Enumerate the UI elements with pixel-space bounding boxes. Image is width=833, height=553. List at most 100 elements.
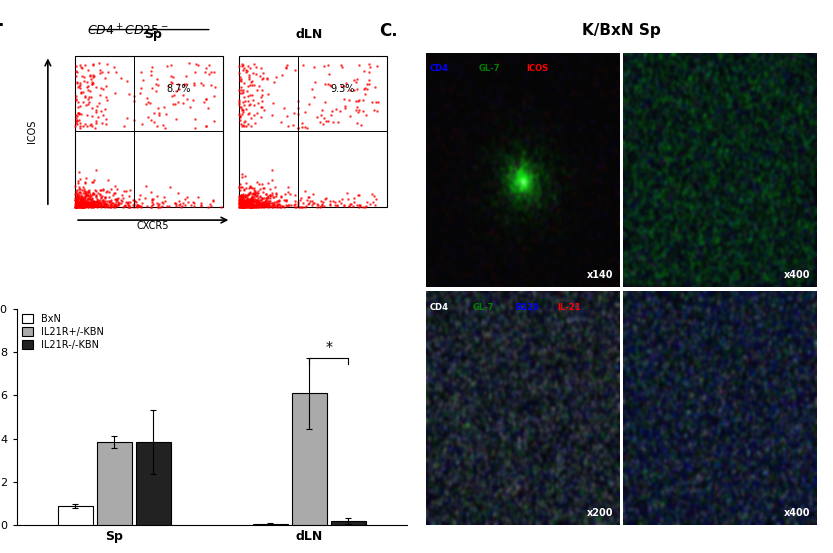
Point bbox=[246, 200, 259, 208]
Point bbox=[245, 197, 258, 206]
Point bbox=[78, 189, 92, 197]
Point bbox=[239, 201, 252, 210]
Point bbox=[244, 202, 257, 211]
Point bbox=[77, 195, 91, 204]
Point bbox=[362, 80, 376, 88]
Point bbox=[253, 192, 267, 201]
Point bbox=[87, 202, 100, 211]
Point bbox=[345, 200, 358, 209]
Point bbox=[237, 61, 250, 70]
Point bbox=[327, 117, 340, 126]
Point bbox=[107, 62, 121, 71]
Point bbox=[72, 192, 85, 201]
Point bbox=[241, 197, 254, 206]
Point bbox=[247, 197, 261, 206]
Point bbox=[310, 112, 323, 121]
Point bbox=[248, 202, 262, 211]
Point bbox=[296, 202, 309, 211]
Point bbox=[252, 202, 265, 211]
Point bbox=[241, 200, 254, 208]
Point bbox=[86, 189, 99, 198]
Point bbox=[76, 189, 89, 197]
Point bbox=[307, 62, 320, 71]
Point bbox=[69, 193, 82, 202]
Point bbox=[256, 194, 269, 202]
Point bbox=[249, 202, 262, 211]
Point bbox=[351, 75, 364, 84]
Point bbox=[89, 118, 102, 127]
Point bbox=[233, 193, 247, 202]
Point bbox=[123, 185, 137, 194]
Point bbox=[288, 196, 302, 205]
Point bbox=[265, 202, 278, 211]
Point bbox=[188, 114, 202, 123]
Point bbox=[79, 174, 92, 183]
Point bbox=[144, 202, 157, 211]
Point bbox=[71, 202, 84, 211]
Point bbox=[349, 97, 362, 106]
Point bbox=[77, 201, 90, 210]
Point bbox=[349, 106, 362, 114]
Point bbox=[240, 202, 253, 211]
Point bbox=[98, 105, 112, 114]
Point bbox=[242, 198, 255, 207]
Point bbox=[85, 196, 98, 205]
Point bbox=[112, 200, 125, 208]
Point bbox=[247, 202, 260, 211]
Point bbox=[264, 202, 277, 211]
Point bbox=[260, 202, 273, 211]
Point bbox=[242, 73, 256, 82]
Point bbox=[243, 199, 257, 207]
Point bbox=[261, 200, 274, 209]
Point bbox=[87, 189, 100, 198]
Point bbox=[235, 195, 248, 204]
Point bbox=[232, 193, 246, 202]
Point bbox=[86, 77, 99, 86]
Point bbox=[107, 200, 121, 209]
Point bbox=[237, 97, 250, 106]
Point bbox=[70, 67, 83, 76]
Point bbox=[70, 116, 83, 125]
Point bbox=[70, 117, 83, 126]
Point bbox=[96, 68, 109, 77]
Point bbox=[237, 186, 251, 195]
Point bbox=[91, 113, 104, 122]
Point bbox=[134, 84, 147, 92]
Point bbox=[167, 99, 180, 108]
Point bbox=[260, 194, 273, 203]
Point bbox=[249, 202, 262, 211]
Point bbox=[259, 199, 272, 208]
Point bbox=[292, 104, 305, 113]
Point bbox=[239, 191, 252, 200]
Text: CD4: CD4 bbox=[430, 64, 449, 74]
Point bbox=[234, 76, 247, 85]
Point bbox=[145, 196, 158, 205]
Point bbox=[93, 185, 107, 194]
Point bbox=[243, 196, 257, 205]
Point bbox=[95, 201, 108, 210]
Point bbox=[97, 200, 110, 209]
Point bbox=[73, 200, 87, 208]
Point bbox=[75, 200, 88, 209]
Point bbox=[247, 201, 260, 210]
Point bbox=[369, 98, 382, 107]
Point bbox=[316, 105, 329, 114]
Point bbox=[72, 201, 86, 210]
Point bbox=[84, 199, 97, 207]
Point bbox=[288, 65, 302, 74]
Point bbox=[91, 200, 104, 209]
Point bbox=[70, 193, 83, 202]
Point bbox=[92, 98, 106, 107]
Point bbox=[265, 199, 278, 208]
Point bbox=[237, 79, 251, 87]
Point bbox=[242, 202, 256, 211]
Point bbox=[95, 202, 108, 211]
Point bbox=[253, 197, 267, 206]
Point bbox=[77, 122, 90, 131]
Point bbox=[237, 197, 250, 206]
Point bbox=[263, 191, 277, 200]
Point bbox=[87, 199, 100, 208]
Point bbox=[69, 202, 82, 211]
Point bbox=[282, 201, 296, 210]
Point bbox=[81, 196, 94, 205]
